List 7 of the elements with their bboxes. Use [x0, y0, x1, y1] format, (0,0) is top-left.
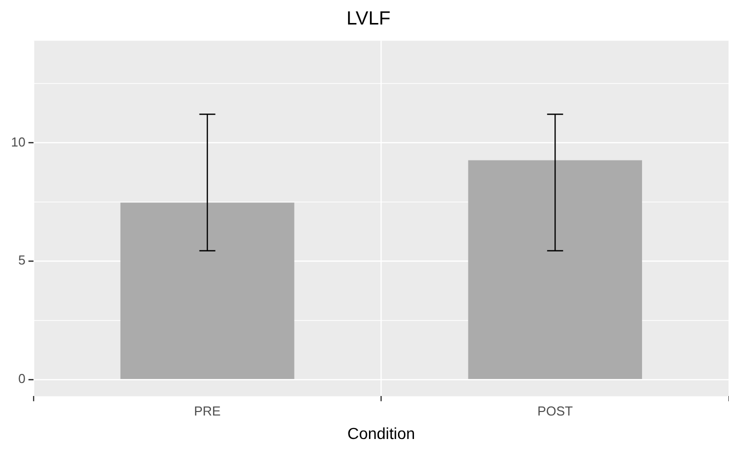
x-tick-label: POST [537, 404, 573, 419]
x-tick-label: PRE [194, 404, 222, 419]
x-axis-title: Condition [347, 426, 416, 443]
y-tick-label: 0 [18, 371, 26, 386]
y-tick-label: 5 [18, 252, 26, 268]
y-tick-label: 10 [10, 134, 26, 150]
chart-title: LVLF [346, 8, 391, 30]
